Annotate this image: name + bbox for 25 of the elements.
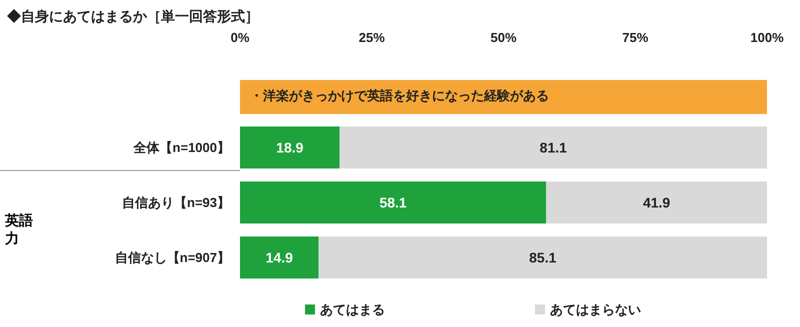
text: 英語力 bbox=[5, 212, 34, 249]
bar bbox=[546, 182, 767, 224]
x-tick-label: 25% bbox=[358, 30, 386, 45]
y-tick-label: 自信なし【n=907】 bbox=[114, 250, 230, 265]
data-label: 58.1 bbox=[379, 194, 407, 210]
bar bbox=[240, 126, 340, 168]
y-tick-label: 自信あり【n=93】 bbox=[122, 195, 230, 210]
data-label: 18.9 bbox=[276, 140, 304, 156]
legend-label: あてはまらない bbox=[550, 302, 641, 317]
bar bbox=[340, 126, 767, 168]
bar bbox=[318, 236, 767, 278]
y-tick-label: 全体【n=1000】 bbox=[132, 140, 230, 155]
data-label: 85.1 bbox=[529, 250, 557, 266]
bar bbox=[240, 182, 546, 224]
x-tick-label: 75% bbox=[622, 30, 649, 45]
bar bbox=[240, 236, 319, 278]
data-label: 41.9 bbox=[642, 194, 670, 210]
data-label: 14.9 bbox=[266, 250, 294, 266]
x-tick-label: 0% bbox=[230, 30, 250, 45]
chart-title: ◆自身にあてはまるか［単一回答形式］ bbox=[7, 8, 259, 24]
text: ・洋楽がきっかけで英語を好きになった経験がある bbox=[240, 80, 767, 114]
x-tick-label: 100% bbox=[750, 30, 784, 45]
x-tick-label: 50% bbox=[490, 30, 517, 45]
data-label: 81.1 bbox=[540, 140, 568, 156]
legend-label: あてはまる bbox=[320, 302, 385, 317]
